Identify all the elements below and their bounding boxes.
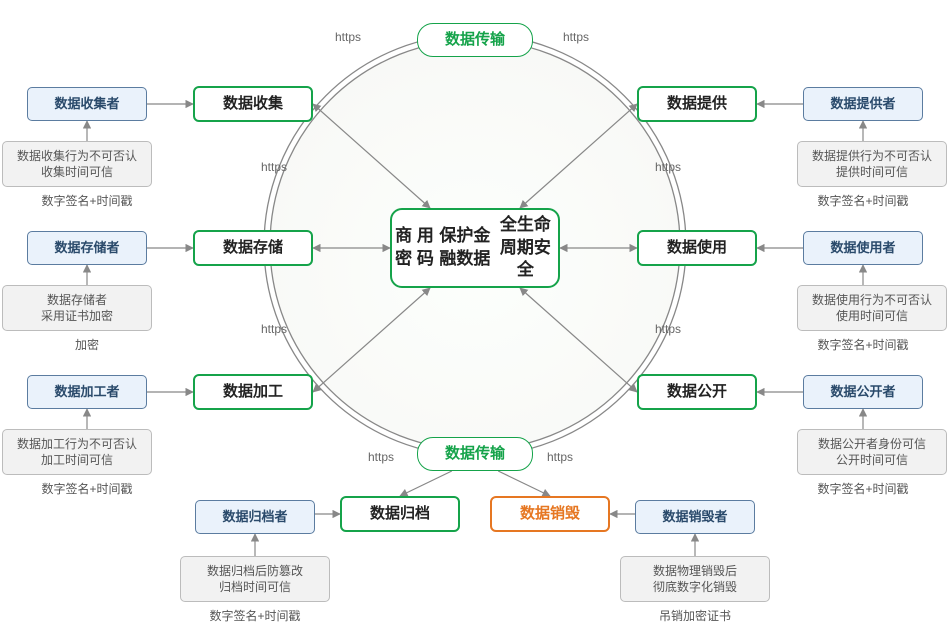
note-n_store: 数据存储者 采用证书加密 <box>2 285 152 331</box>
edge-label-https: https <box>335 30 361 44</box>
note-n_archive: 数据归档后防篡改 归档时间可信 <box>180 556 330 602</box>
edge-label-https: https <box>368 450 394 464</box>
stage-collect: 数据收集 <box>193 86 313 122</box>
edge-label-https: https <box>261 322 287 336</box>
stage-destroy: 数据销毁 <box>490 496 610 532</box>
note-n_use: 数据使用行为不可否认 使用时间可信 <box>797 285 947 331</box>
stage-archive: 数据归档 <box>340 496 460 532</box>
caption-c_provide: 数字签名+时间戳 <box>803 192 923 209</box>
center-line: 商 用 密 码 <box>392 225 437 271</box>
note-n_destroy: 数据物理销毁后 彻底数字化销毁 <box>620 556 770 602</box>
actor-user: 数据使用者 <box>803 231 923 265</box>
center-line: 全生命周期安全 <box>493 214 558 283</box>
center-line: 保护金融数据 <box>437 225 493 271</box>
stage-store: 数据存储 <box>193 230 313 266</box>
caption-c_archive: 数字签名+时间戳 <box>195 607 315 624</box>
transfer-top-pill: 数据传输 <box>417 23 533 57</box>
note-n_public: 数据公开者身份可信 公开时间可信 <box>797 429 947 475</box>
caption-c_process: 数字签名+时间戳 <box>27 480 147 497</box>
edge-label-https: https <box>563 30 589 44</box>
stage-process: 数据加工 <box>193 374 313 410</box>
note-n_process: 数据加工行为不可否认 加工时间可信 <box>2 429 152 475</box>
edge-label-https: https <box>655 160 681 174</box>
edge-label-https: https <box>261 160 287 174</box>
stage-use: 数据使用 <box>637 230 757 266</box>
center-title: 商 用 密 码保护金融数据全生命周期安全 <box>390 208 560 288</box>
edge-label-https: https <box>547 450 573 464</box>
caption-c_destroy: 吊销加密证书 <box>635 607 755 624</box>
stage-provide: 数据提供 <box>637 86 757 122</box>
actor-processor: 数据加工者 <box>27 375 147 409</box>
actor-publisher: 数据公开者 <box>803 375 923 409</box>
actor-archiver: 数据归档者 <box>195 500 315 534</box>
edge-label-https: https <box>655 322 681 336</box>
note-n_collect: 数据收集行为不可否认 收集时间可信 <box>2 141 152 187</box>
caption-c_public: 数字签名+时间戳 <box>803 480 923 497</box>
transfer-bottom-pill: 数据传输 <box>417 437 533 471</box>
note-n_provide: 数据提供行为不可否认 提供时间可信 <box>797 141 947 187</box>
caption-c_collect: 数字签名+时间戳 <box>27 192 147 209</box>
actor-destroyer: 数据销毁者 <box>635 500 755 534</box>
actor-provider: 数据提供者 <box>803 87 923 121</box>
caption-c_store: 加密 <box>27 336 147 353</box>
actor-collector: 数据收集者 <box>27 87 147 121</box>
actor-storer: 数据存储者 <box>27 231 147 265</box>
stage-public: 数据公开 <box>637 374 757 410</box>
caption-c_use: 数字签名+时间戳 <box>803 336 923 353</box>
